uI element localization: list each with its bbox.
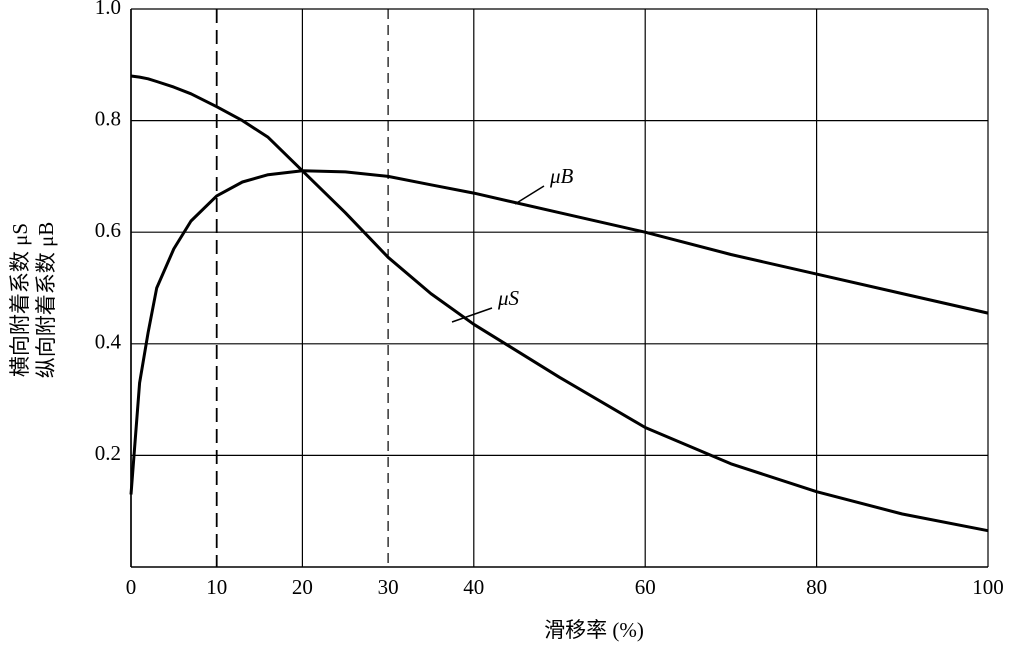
series-label: μS [497, 286, 520, 310]
y-tick-label: 0.2 [95, 441, 121, 465]
label-leader [514, 185, 545, 205]
x-tick-label: 10 [206, 575, 227, 599]
series-label: μB [549, 164, 574, 188]
x-tick-label: 100 [972, 575, 1004, 599]
x-tick-label: 0 [126, 575, 137, 599]
y-tick-label: 1.0 [95, 0, 121, 19]
y-tick-label: 0.4 [95, 330, 122, 354]
y-axis-label: 纵向附着系数 μB [34, 222, 58, 379]
label-leader [451, 307, 493, 323]
y-tick-label: 0.8 [95, 106, 121, 130]
series-line [129, 169, 989, 495]
y-axis-label: 横向附着系数 μS [8, 223, 32, 377]
x-tick-label: 20 [292, 575, 313, 599]
x-tick-label: 80 [806, 575, 827, 599]
x-axis-label: 滑移率 (%) [544, 618, 644, 642]
x-tick-label: 40 [463, 575, 484, 599]
series-line [130, 74, 989, 533]
x-tick-label: 60 [635, 575, 656, 599]
y-tick-label: 0.6 [95, 218, 121, 242]
x-tick-label: 30 [378, 575, 399, 599]
